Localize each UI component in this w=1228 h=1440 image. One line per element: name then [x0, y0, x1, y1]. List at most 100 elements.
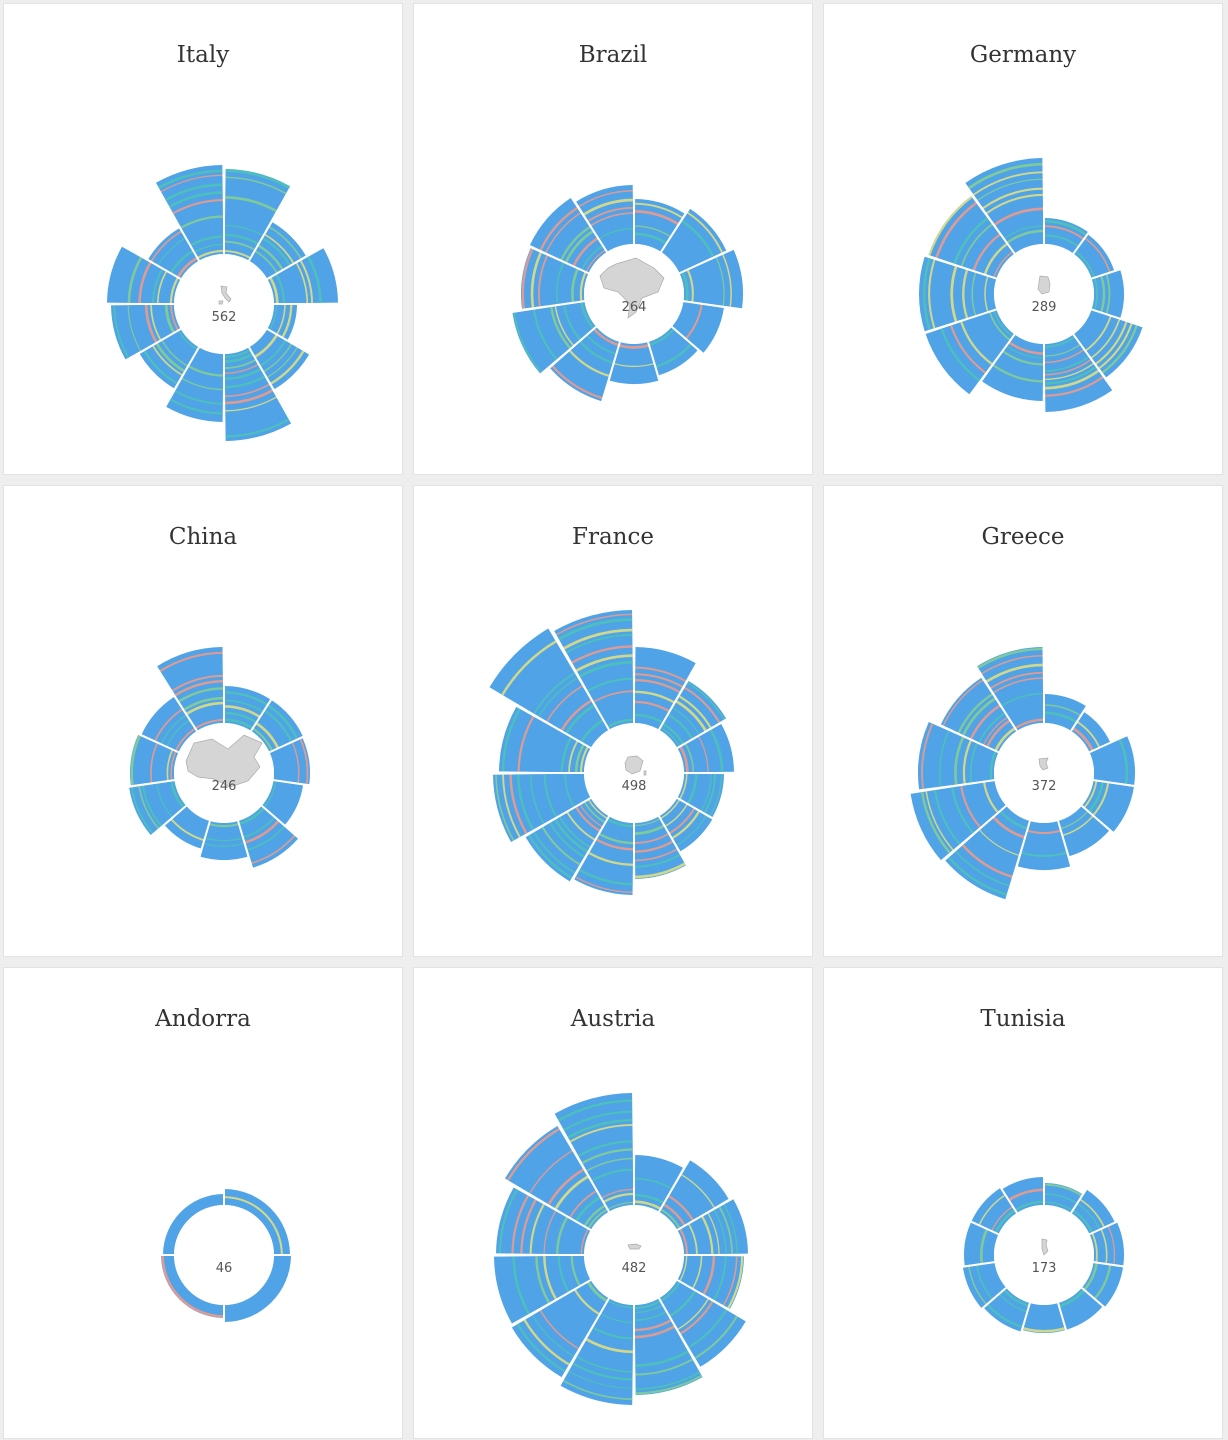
- radial-bar-spoke[interactable]: [529, 198, 607, 273]
- radial-bar-spoke[interactable]: [166, 347, 224, 422]
- radial-bar-spoke[interactable]: [965, 158, 1044, 254]
- radial-bar-spoke[interactable]: [525, 798, 609, 882]
- spoke-band: [560, 226, 591, 261]
- radial-bar-spoke[interactable]: [1044, 218, 1088, 254]
- radial-bar-spoke[interactable]: [648, 327, 698, 376]
- spoke-band: [530, 252, 542, 308]
- spoke-band: [1044, 225, 1084, 240]
- radial-bar-spoke[interactable]: [634, 199, 685, 252]
- radial-bar-spoke[interactable]: [141, 697, 197, 752]
- radial-bar-spoke[interactable]: [672, 301, 724, 353]
- radial-bar-spoke[interactable]: [155, 165, 224, 261]
- radial-bar-spoke[interactable]: [164, 806, 210, 849]
- radial-bar-spoke[interactable]: [1044, 694, 1086, 731]
- radial-bar-spoke[interactable]: [163, 1194, 224, 1255]
- radial-bar-spoke[interactable]: [251, 700, 303, 752]
- radial-bar-spoke[interactable]: [910, 780, 1006, 861]
- spoke-band: [607, 718, 634, 728]
- radial-bar-spoke[interactable]: [977, 647, 1044, 731]
- radial-bar-spoke[interactable]: [971, 1188, 1017, 1234]
- radial-bar-spoke[interactable]: [148, 228, 199, 279]
- radial-bar-spoke[interactable]: [1082, 780, 1134, 832]
- radial-bar-spoke[interactable]: [224, 169, 291, 261]
- radial-bar-spoke[interactable]: [677, 773, 724, 818]
- radial-bar-spoke[interactable]: [512, 301, 596, 374]
- radial-bar-spoke[interactable]: [1058, 806, 1110, 857]
- radial-bar-spoke[interactable]: [157, 647, 224, 731]
- radial-chart-tunisia[interactable]: 173: [824, 968, 1224, 1440]
- radial-bar-spoke[interactable]: [982, 334, 1044, 401]
- radial-chart-germany[interactable]: 289: [824, 4, 1224, 476]
- radial-bar-spoke[interactable]: [659, 1160, 729, 1230]
- radial-chart-italy[interactable]: 562: [4, 4, 404, 476]
- radial-bar-spoke[interactable]: [1002, 1177, 1044, 1213]
- radial-bar-spoke[interactable]: [1073, 234, 1115, 278]
- radial-chart-france[interactable]: 498: [414, 486, 814, 958]
- spoke-band: [603, 1192, 634, 1203]
- radial-bar-spoke[interactable]: [496, 1187, 591, 1255]
- radial-bar-spoke[interactable]: [609, 342, 659, 384]
- radial-bar-spoke[interactable]: [554, 610, 634, 730]
- radial-chart-brazil[interactable]: 264: [414, 4, 814, 476]
- radial-bar-spoke[interactable]: [1089, 736, 1135, 785]
- radial-bar-spoke[interactable]: [139, 329, 199, 389]
- radial-bar-spoke[interactable]: [679, 249, 743, 309]
- spoke-band: [960, 223, 993, 267]
- radial-bar-spoke[interactable]: [634, 1155, 683, 1212]
- radial-bar-spoke[interactable]: [107, 246, 181, 304]
- spoke-band: [177, 330, 198, 351]
- radial-bar-spoke[interactable]: [634, 816, 686, 879]
- radial-bar-spoke[interactable]: [677, 724, 734, 773]
- radial-chart-greece[interactable]: 372: [824, 486, 1224, 958]
- radial-bar-spoke[interactable]: [554, 1093, 634, 1212]
- radial-bar-spoke[interactable]: [576, 185, 634, 252]
- radial-chart-andorra[interactable]: 46: [4, 968, 404, 1440]
- radial-bar-spoke[interactable]: [945, 806, 1030, 900]
- radial-chart-china[interactable]: 246: [4, 486, 404, 958]
- radial-chart-austria[interactable]: 482: [414, 968, 814, 1440]
- radial-bar-spoke[interactable]: [1071, 1189, 1115, 1234]
- radial-bar-spoke[interactable]: [493, 773, 591, 843]
- radial-bar-spoke[interactable]: [267, 304, 297, 340]
- radial-bar-spoke[interactable]: [249, 329, 310, 390]
- radial-bar-spoke[interactable]: [489, 628, 609, 748]
- radial-bar-spoke[interactable]: [940, 677, 1017, 752]
- spoke-band: [989, 751, 997, 781]
- radial-bar-spoke[interactable]: [634, 647, 696, 730]
- radial-bar-spoke[interactable]: [267, 248, 338, 304]
- radial-bar-spoke[interactable]: [111, 304, 181, 360]
- radial-bar-spoke[interactable]: [1089, 1222, 1124, 1266]
- radial-bar-spoke[interactable]: [1017, 821, 1071, 870]
- radial-bar-spoke[interactable]: [550, 327, 620, 402]
- radial-bar-spoke[interactable]: [238, 806, 299, 868]
- spoke-band: [509, 774, 528, 835]
- spoke-fill: [661, 208, 727, 273]
- radial-bar-spoke[interactable]: [659, 680, 727, 748]
- radial-bar-spoke[interactable]: [919, 256, 997, 332]
- radial-bar-spoke[interactable]: [1044, 1183, 1083, 1213]
- radial-bar-spoke[interactable]: [249, 222, 306, 279]
- radial-bar-spoke[interactable]: [200, 821, 248, 860]
- radial-bar-spoke[interactable]: [925, 310, 1015, 395]
- radial-bar-spoke[interactable]: [574, 816, 634, 895]
- radial-bar-spoke[interactable]: [918, 722, 999, 790]
- radial-bar-spoke[interactable]: [505, 1126, 609, 1230]
- radial-bar-spoke[interactable]: [499, 706, 591, 773]
- radial-bar-spoke[interactable]: [129, 780, 186, 835]
- radial-bar-spoke[interactable]: [964, 1222, 999, 1266]
- radial-bar-spoke[interactable]: [521, 248, 589, 309]
- radial-bar-spoke[interactable]: [1073, 310, 1143, 378]
- radial-bar-spoke[interactable]: [1071, 712, 1111, 752]
- spoke-band: [583, 801, 606, 824]
- radial-bar-spoke[interactable]: [661, 208, 727, 273]
- spoke-band: [244, 820, 280, 844]
- radial-bar-spoke[interactable]: [224, 686, 271, 731]
- radial-bar-spoke[interactable]: [928, 196, 1015, 278]
- radial-bar-spoke[interactable]: [224, 1189, 290, 1255]
- radial-bar-spoke[interactable]: [269, 738, 310, 785]
- radial-bar-spoke[interactable]: [1091, 270, 1124, 318]
- radial-bar-spoke[interactable]: [677, 1199, 748, 1255]
- radial-bar-spoke[interactable]: [224, 347, 292, 441]
- spoke-separator: [1089, 714, 1171, 754]
- radial-bar-spoke[interactable]: [1044, 334, 1113, 412]
